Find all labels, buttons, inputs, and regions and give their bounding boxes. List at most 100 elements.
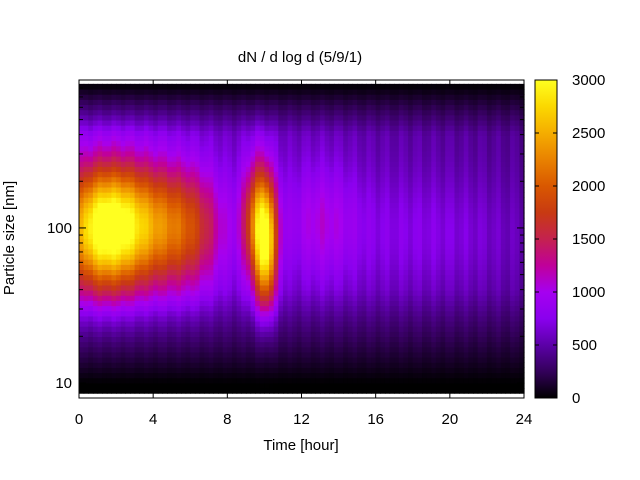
heatmap-cell	[449, 99, 456, 106]
heatmap-cell	[231, 346, 238, 353]
heatmap-cell	[194, 331, 201, 338]
heatmap-cell	[333, 310, 340, 317]
heatmap-cell	[324, 238, 330, 245]
heatmap-cell	[139, 212, 145, 219]
heatmap-cell	[408, 119, 414, 126]
heatmap-cell	[398, 217, 405, 224]
heatmap-cell	[102, 150, 108, 157]
heatmap-cell	[259, 109, 266, 116]
heatmap-cell	[222, 89, 228, 95]
heatmap-cell	[315, 284, 321, 291]
heatmap-cell	[204, 223, 210, 229]
heatmap-cell	[259, 212, 266, 219]
heatmap-cell	[134, 320, 140, 327]
heatmap-cell	[333, 94, 340, 100]
heatmap-cell	[426, 228, 432, 234]
heatmap-cell	[167, 372, 173, 379]
heatmap-cell	[287, 150, 293, 157]
heatmap-cell	[134, 207, 140, 214]
heatmap-cell	[176, 94, 182, 100]
heatmap-cell	[218, 186, 224, 193]
heatmap-cell	[116, 202, 122, 209]
heatmap-cell	[320, 156, 326, 162]
heatmap-cell	[204, 372, 210, 379]
heatmap-cell	[361, 156, 367, 162]
heatmap-cell	[459, 119, 465, 126]
heatmap-cell	[333, 140, 340, 147]
heatmap-cell	[459, 274, 465, 281]
heatmap-cell	[287, 217, 293, 224]
heatmap-cell	[440, 362, 446, 368]
heatmap-cell	[213, 341, 219, 348]
heatmap-cell	[287, 279, 293, 286]
heatmap-cell	[204, 161, 210, 167]
heatmap-cell	[180, 310, 187, 317]
heatmap-cell	[398, 264, 405, 271]
heatmap-cell	[83, 238, 89, 245]
heatmap-cell	[143, 89, 150, 95]
heatmap-cell	[255, 104, 261, 111]
heatmap-cell	[227, 166, 233, 173]
heatmap-cell	[153, 305, 159, 312]
heatmap-cell	[157, 346, 164, 353]
heatmap-cell	[227, 284, 233, 291]
heatmap-cell	[412, 150, 418, 157]
heatmap-cell	[371, 83, 377, 90]
heatmap-cell	[440, 109, 446, 116]
heatmap-cell	[389, 192, 395, 198]
heatmap-cell	[180, 259, 187, 265]
heatmap-cell	[199, 387, 205, 394]
heatmap-cell	[250, 326, 256, 332]
heatmap-cell	[180, 89, 187, 95]
heatmap-cell	[143, 238, 150, 245]
heatmap-cell	[296, 212, 303, 219]
heatmap-cell	[296, 351, 303, 358]
heatmap-cell	[412, 274, 418, 281]
heatmap-cell	[250, 315, 256, 322]
heatmap-cell	[361, 305, 367, 312]
heatmap-cell	[231, 212, 238, 219]
heatmap-cell	[347, 166, 354, 173]
heatmap-cell	[301, 109, 307, 116]
heatmap-cell	[347, 346, 354, 353]
heatmap-cell	[389, 300, 395, 307]
heatmap-cell	[83, 150, 89, 157]
heatmap-cell	[125, 279, 131, 286]
heatmap-cell	[208, 223, 215, 229]
heatmap-cell	[398, 176, 405, 183]
heatmap-cell	[245, 362, 252, 368]
heatmap-cell	[408, 320, 414, 327]
heatmap-cell	[296, 223, 303, 229]
heatmap-cell	[227, 119, 233, 126]
heatmap-cell	[306, 326, 312, 332]
heatmap-cell	[333, 326, 340, 332]
heatmap-cell	[440, 382, 446, 389]
heatmap-cell	[125, 387, 131, 394]
heatmap-cell	[394, 140, 400, 147]
heatmap-cell	[120, 217, 126, 224]
heatmap-cell	[329, 372, 335, 379]
heatmap-cell	[153, 186, 159, 193]
heatmap-cell	[449, 135, 456, 142]
heatmap-cell	[384, 341, 391, 348]
heatmap-cell	[79, 351, 85, 358]
heatmap-cell	[375, 223, 381, 229]
heatmap-cell	[417, 89, 423, 95]
heatmap-cell	[292, 130, 298, 136]
heatmap-cell	[176, 259, 182, 265]
heatmap-cell	[190, 248, 196, 255]
heatmap-cell	[371, 346, 377, 353]
heatmap-cell	[338, 377, 344, 384]
heatmap-cell	[417, 367, 423, 374]
heatmap-cell	[324, 135, 330, 142]
heatmap-cell	[204, 248, 210, 255]
heatmap-cell	[347, 367, 354, 374]
heatmap-cell	[204, 233, 210, 240]
heatmap-cell	[167, 212, 173, 219]
heatmap-cell	[380, 83, 386, 90]
heatmap-cell	[148, 372, 154, 379]
heatmap-cell	[241, 161, 247, 167]
heatmap-cell	[111, 269, 117, 276]
heatmap-cell	[83, 83, 89, 90]
heatmap-cell	[120, 264, 126, 271]
